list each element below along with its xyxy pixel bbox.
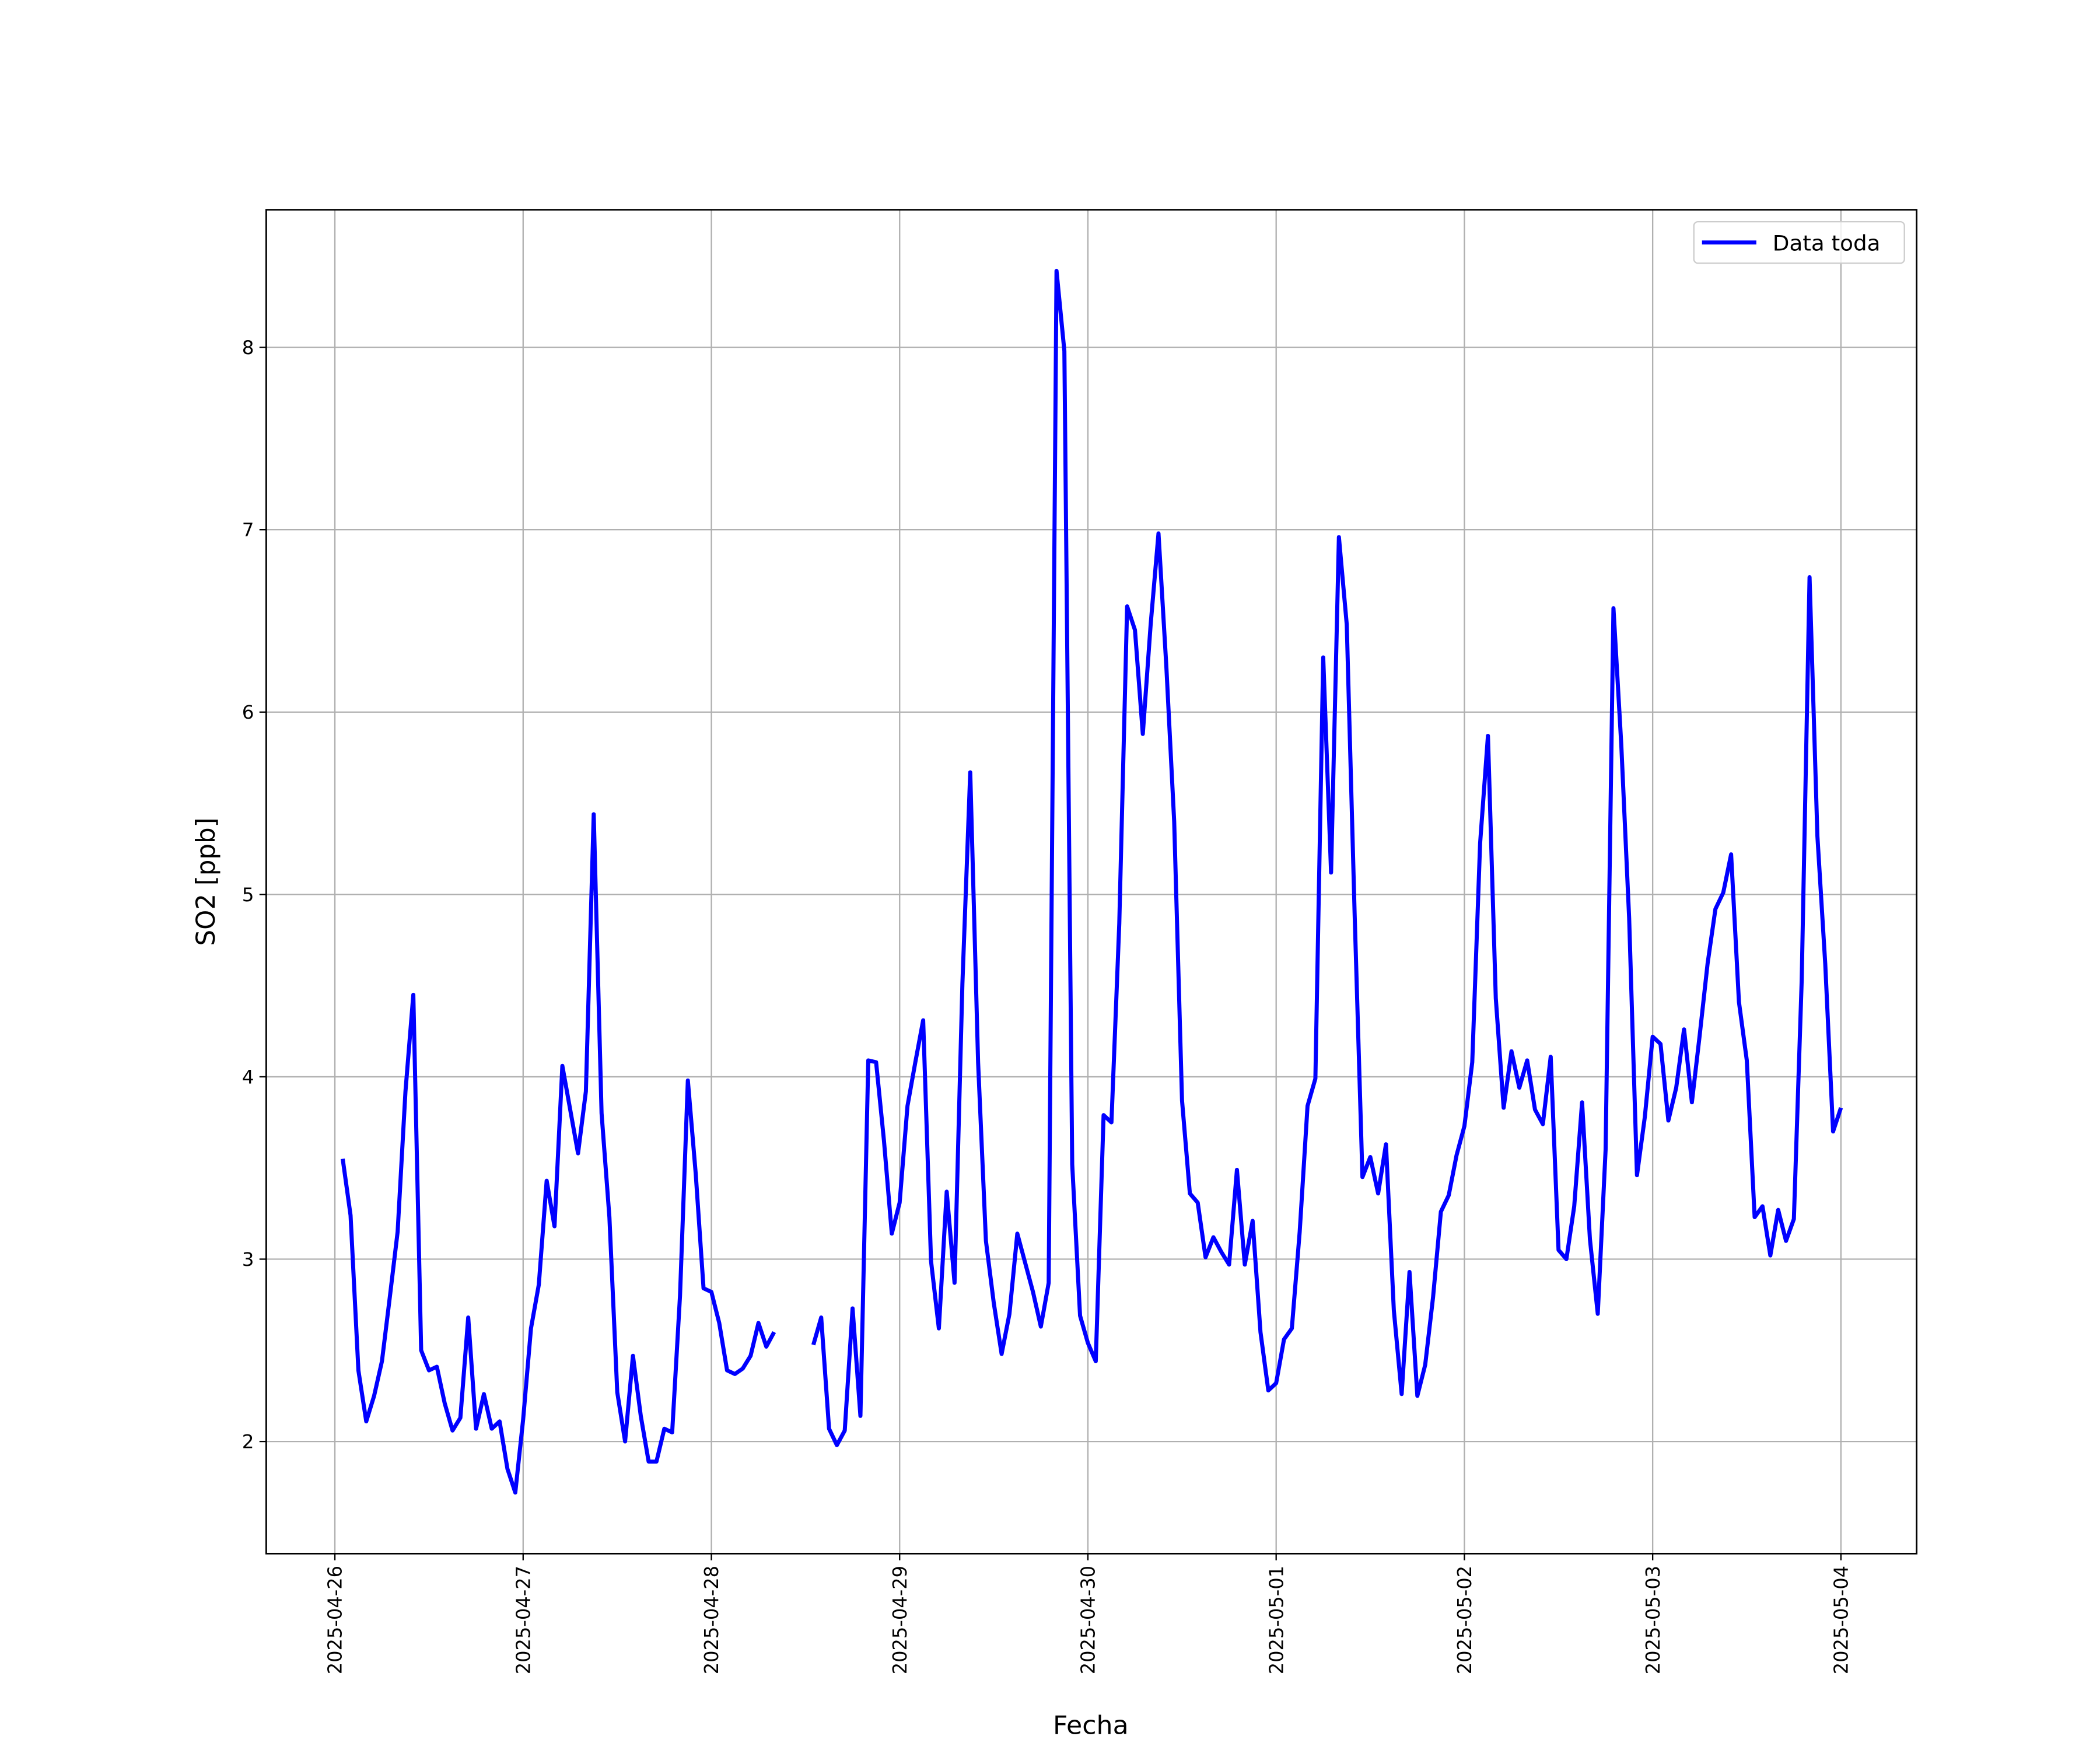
grid <box>266 209 1917 1554</box>
y-tick-label: 6 <box>242 701 254 723</box>
x-tick-label: 2025-04-30 <box>1077 1566 1099 1674</box>
x-tick-label: 2025-05-04 <box>1830 1566 1852 1674</box>
y-tick-label: 2 <box>242 1431 254 1453</box>
y-tick-label: 3 <box>242 1248 254 1270</box>
y-tick-label: 8 <box>242 337 254 359</box>
x-axis-label: Fecha <box>1053 1711 1129 1741</box>
x-tick-label: 2025-04-29 <box>889 1566 911 1674</box>
x-tick-label: 2025-05-03 <box>1642 1566 1664 1674</box>
y-tick-label: 4 <box>242 1066 254 1088</box>
y-tick-label: 7 <box>242 519 254 541</box>
y-tick-label: 5 <box>242 884 254 906</box>
x-tick-label: 2025-05-01 <box>1265 1566 1287 1674</box>
axes-frame <box>265 209 1918 1555</box>
x-tick-label: 2025-04-27 <box>512 1566 534 1674</box>
x-tick-label: 2025-04-26 <box>324 1566 346 1674</box>
x-tick-label: 2025-04-28 <box>701 1566 723 1674</box>
legend-box <box>1693 221 1905 264</box>
legend-label: Data toda <box>1773 231 1881 256</box>
y-axis-label: SO2 [ppb] <box>191 817 221 946</box>
data-line <box>341 268 1843 1495</box>
x-tick-label: 2025-05-02 <box>1454 1566 1476 1674</box>
plot-area <box>341 268 1843 1495</box>
